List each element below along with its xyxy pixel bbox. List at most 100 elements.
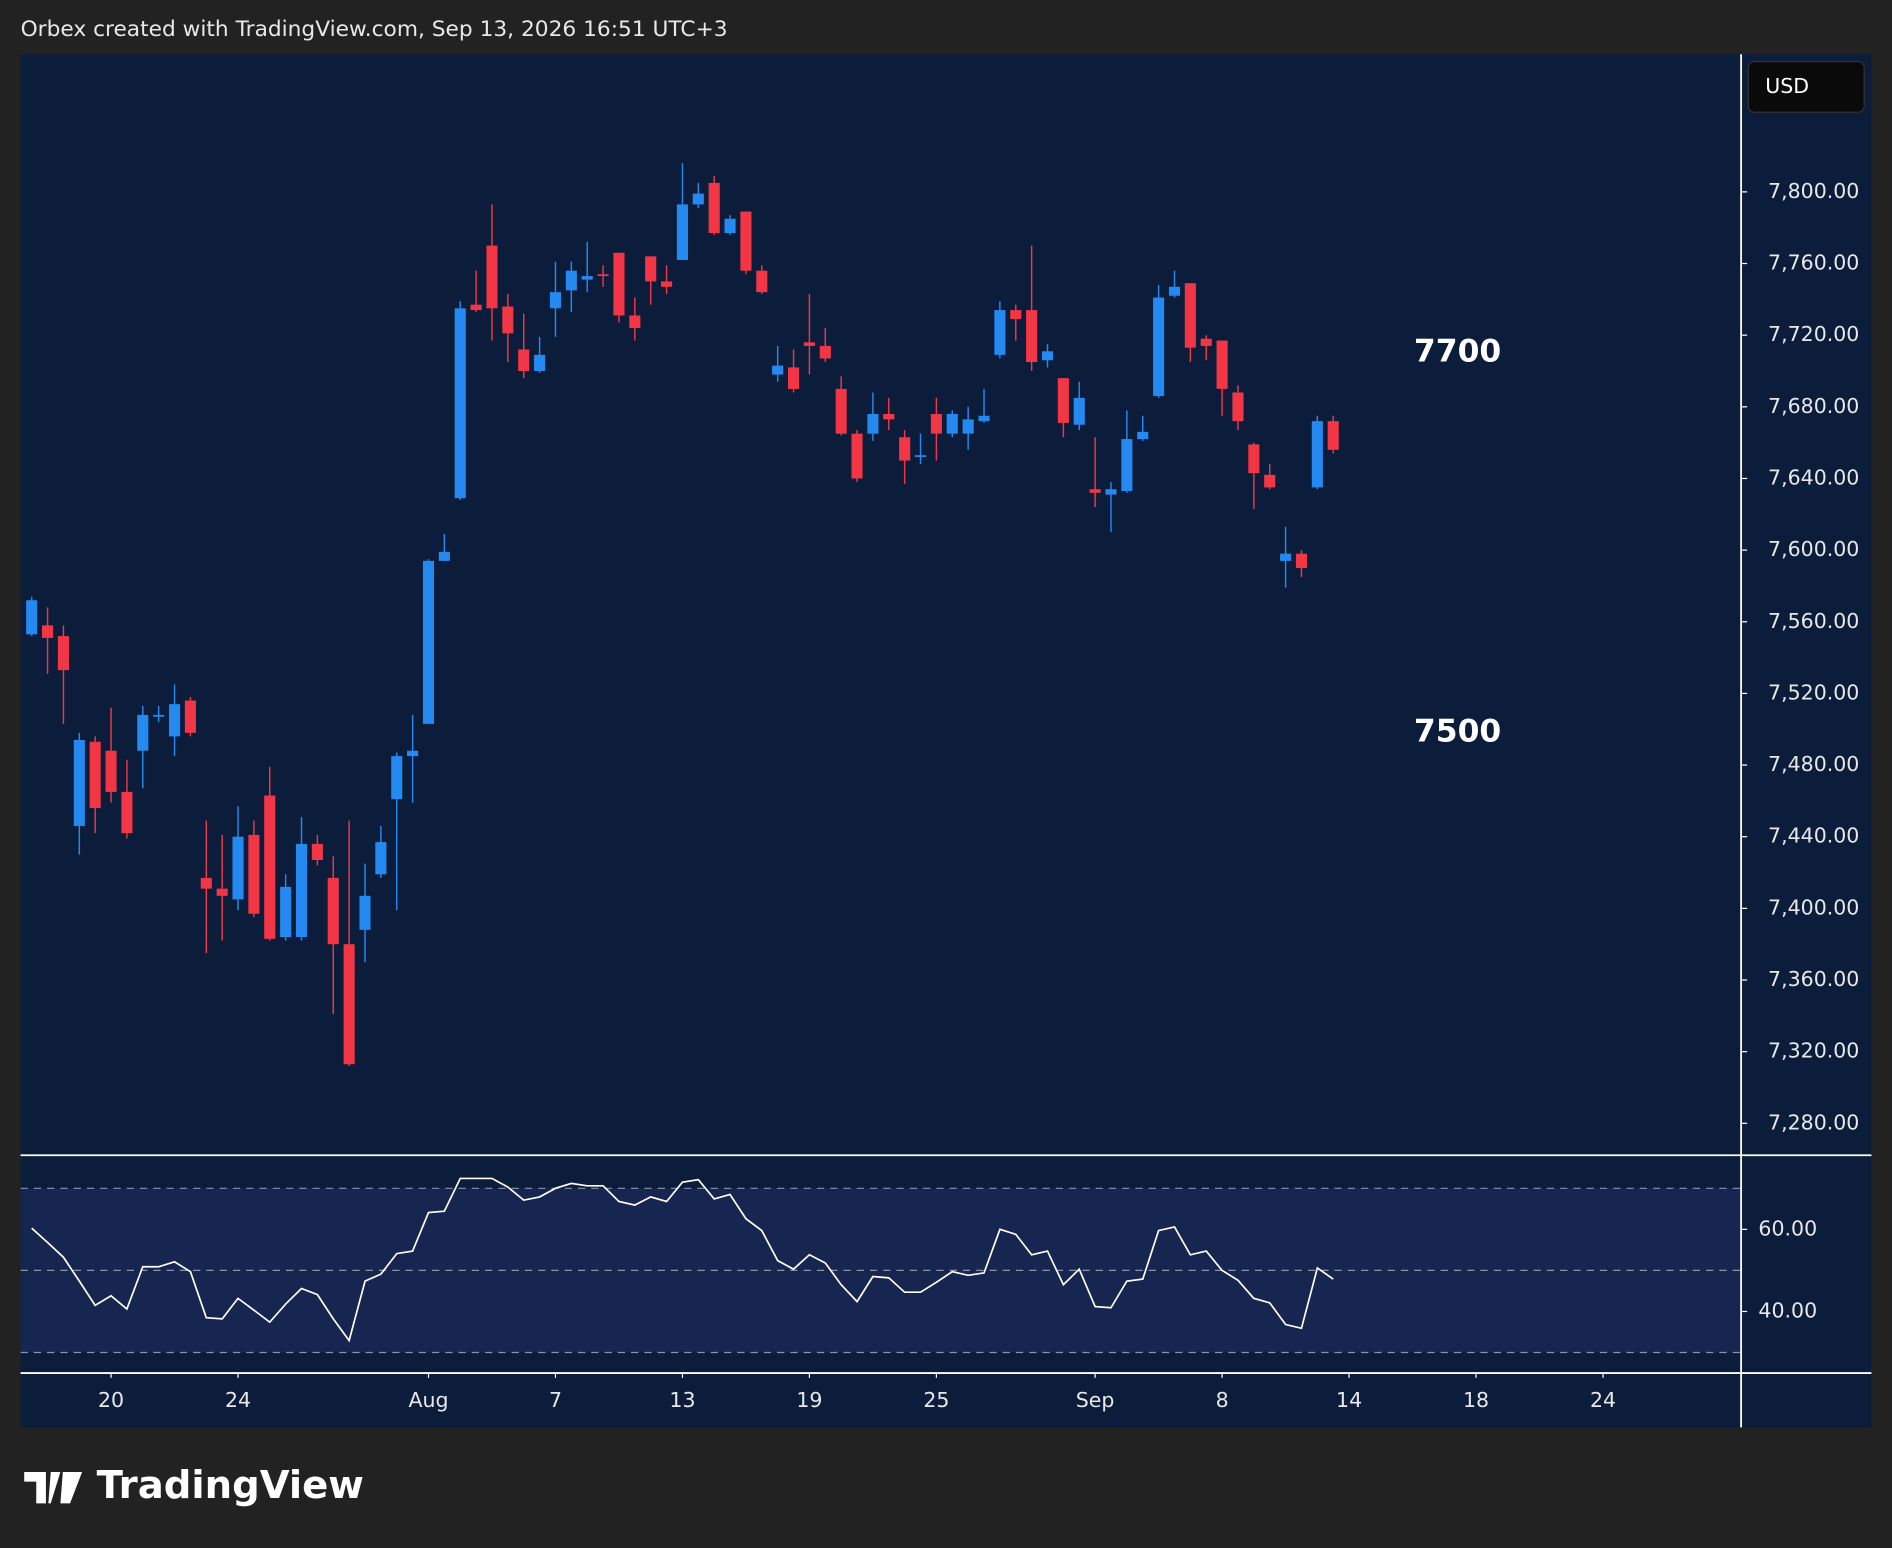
candle-body <box>899 437 911 461</box>
candle-body <box>502 306 514 334</box>
candle-body <box>883 413 895 420</box>
candle-body <box>1073 397 1085 425</box>
candle-body <box>1089 489 1101 493</box>
y-tick-label: 7,440.00 <box>1768 824 1859 848</box>
candle-body <box>978 415 990 422</box>
candle-body <box>216 888 228 896</box>
candle-body <box>629 315 641 328</box>
candle-body <box>1248 444 1260 474</box>
candle-body <box>486 245 498 309</box>
logo: TradingView <box>24 1463 364 1508</box>
x-tick-label: 19 <box>796 1388 822 1412</box>
x-tick-label: Sep <box>1076 1388 1115 1412</box>
candle-body <box>105 750 117 792</box>
y-tick-label: 7,720.00 <box>1768 322 1859 346</box>
candle-body <box>581 276 593 280</box>
candle-body <box>438 551 450 561</box>
y-tick-label: 7,560.00 <box>1768 609 1859 633</box>
currency-button[interactable] <box>1747 60 1865 113</box>
candle-body <box>518 349 530 371</box>
candle-body <box>1010 310 1022 320</box>
candle-body <box>803 342 815 346</box>
candle-body <box>73 739 85 826</box>
candle-body <box>327 877 339 945</box>
x-tick-label: 24 <box>1590 1388 1616 1412</box>
y-tick-label: 7,600.00 <box>1768 537 1859 561</box>
candle-body <box>1327 421 1339 450</box>
candle-body <box>1200 338 1212 346</box>
candle-body <box>1026 310 1038 363</box>
annotation: 7700 <box>1414 333 1501 369</box>
candle-body <box>1280 553 1292 561</box>
candle-body <box>565 270 577 291</box>
y-tick-label: 7,520.00 <box>1768 680 1859 704</box>
y-tick-label: 7,280.00 <box>1768 1110 1859 1134</box>
candle-body <box>1153 297 1165 397</box>
candle-body <box>676 204 688 260</box>
candle-body <box>1264 474 1276 488</box>
candle-body <box>470 304 482 311</box>
candle-body <box>42 625 54 638</box>
candle-body <box>1232 392 1244 422</box>
candle-body <box>248 834 260 914</box>
candle-body <box>121 791 133 834</box>
y-tick-label: 7,640.00 <box>1768 465 1859 489</box>
y-tick-label: 7,320.00 <box>1768 1039 1859 1063</box>
y-tick-label: 7,360.00 <box>1768 967 1859 991</box>
x-tick-label: 8 <box>1216 1388 1229 1412</box>
candle-body <box>264 795 276 939</box>
candle-body <box>391 756 403 800</box>
header-text: Orbex created with TradingView.com, Sep … <box>21 17 728 42</box>
candle-body <box>311 843 323 861</box>
candle-body <box>168 704 181 737</box>
candle-body <box>280 886 292 938</box>
y-tick-label: 7,800.00 <box>1768 179 1859 203</box>
candle-body <box>137 714 149 751</box>
candle-body <box>1057 378 1069 423</box>
candle-body <box>200 877 212 889</box>
candle-body <box>1216 340 1228 389</box>
x-tick-label: 14 <box>1336 1388 1362 1412</box>
x-tick-label: 7 <box>549 1388 562 1412</box>
candle-body <box>26 600 38 635</box>
x-tick-label: 25 <box>923 1388 949 1412</box>
candle-body <box>994 310 1006 355</box>
candle-body <box>1168 286 1181 296</box>
y-tick-label: 7,680.00 <box>1768 394 1859 418</box>
candle-body <box>914 455 927 457</box>
candle-body <box>708 182 720 234</box>
candle-body <box>343 944 355 1065</box>
candle-body <box>375 842 387 875</box>
candle-body <box>962 419 974 434</box>
candle-body <box>295 843 308 938</box>
candle-body <box>819 345 831 359</box>
rsi-pane <box>20 1177 1742 1354</box>
candle-body <box>549 292 562 309</box>
currency-label: USD <box>1765 74 1809 98</box>
rsi-line <box>31 1177 1334 1343</box>
rsi-y-tick-label: 60.00 <box>1758 1216 1817 1240</box>
candle-body <box>407 750 419 757</box>
candle-body <box>772 365 784 375</box>
y-tick-label: 7,400.00 <box>1768 895 1859 919</box>
candle-body <box>724 218 736 234</box>
candle-body <box>867 413 879 434</box>
rsi-y-tick-label: 40.00 <box>1758 1298 1817 1322</box>
candle-body <box>930 413 942 434</box>
candle-body <box>1184 283 1196 348</box>
annotation: 7500 <box>1414 713 1501 749</box>
candle-body <box>692 193 704 205</box>
candle-body <box>89 741 101 809</box>
y-tick-label: 7,760.00 <box>1768 251 1859 275</box>
candle-body <box>232 836 244 900</box>
candle-body <box>740 211 752 271</box>
candle-body <box>946 413 958 434</box>
candle-body <box>756 270 768 293</box>
candle-body <box>851 433 863 479</box>
candle-body <box>1137 431 1149 440</box>
logo-text: TradingView <box>97 1463 364 1508</box>
candle-body <box>1311 421 1323 488</box>
candle-body <box>1105 489 1117 495</box>
